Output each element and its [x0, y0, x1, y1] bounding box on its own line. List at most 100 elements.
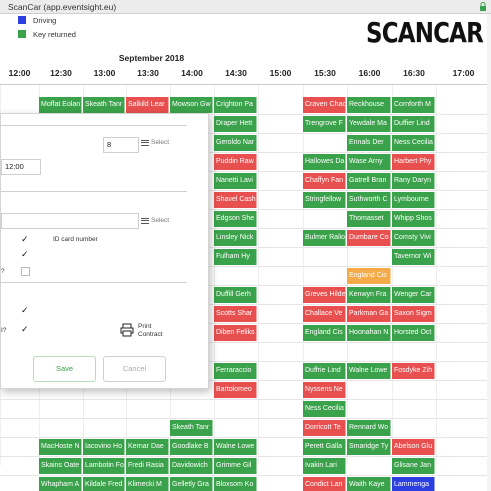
- booking-block[interactable]: Trengrove F: [303, 116, 346, 132]
- time-slot-label: 15:00: [269, 68, 292, 78]
- booking-block[interactable]: Iacovino Ho: [83, 439, 125, 455]
- booking-block[interactable]: Challace Ve: [303, 306, 346, 322]
- booking-block[interactable]: Yewdale Ma: [347, 116, 391, 132]
- booking-block[interactable]: Whipp Shos: [392, 211, 435, 227]
- booking-block[interactable]: Whapham A: [39, 477, 82, 491]
- booking-block[interactable]: Skeath Tanr: [170, 420, 213, 436]
- booking-block[interactable]: Klimecki M: [126, 477, 169, 491]
- booking-block[interactable]: Bulmer Ralio: [303, 230, 346, 246]
- booking-block[interactable]: Ivakin Lari: [303, 458, 346, 474]
- booking-block[interactable]: Kenwyn Fra: [347, 287, 391, 303]
- booking-block[interactable]: Rany Daryn: [392, 173, 435, 189]
- booking-block[interactable]: Gelletly Gra: [170, 477, 213, 491]
- booking-block[interactable]: Hoonahan N: [347, 325, 391, 341]
- booking-block[interactable]: Davidowich: [170, 458, 213, 474]
- booking-block[interactable]: Grimme Gil: [214, 458, 257, 474]
- booking-block[interactable]: Ennals Der: [347, 135, 391, 151]
- booking-block[interactable]: Wase Arny: [347, 154, 391, 170]
- select-button-1[interactable]: Select: [141, 139, 169, 146]
- booking-block[interactable]: Kernar Dae: [126, 439, 169, 455]
- booking-block[interactable]: Tavernor Wi: [392, 249, 435, 265]
- booking-block[interactable]: Diben Feliks: [214, 325, 257, 341]
- booking-block[interactable]: Skeath Tanr: [83, 97, 125, 113]
- booking-block[interactable]: Hallowes Da: [303, 154, 346, 170]
- booking-block[interactable]: Walne Lowe: [347, 363, 391, 379]
- booking-block[interactable]: Lymbourne: [392, 192, 435, 208]
- booking-block[interactable]: Crighton Pa: [214, 97, 257, 113]
- booking-block[interactable]: Craven Chac: [303, 97, 346, 113]
- booking-block[interactable]: Rennard Wo: [347, 420, 391, 436]
- booking-block[interactable]: Salkild Lear: [126, 97, 169, 113]
- legend-swatch: [18, 30, 26, 38]
- booking-block[interactable]: Saxon Sigm: [392, 306, 435, 322]
- booking-block[interactable]: Greves Hilde: [303, 287, 346, 303]
- booking-block[interactable]: Suthworth C: [347, 192, 391, 208]
- booking-block[interactable]: Fosdyke Zih: [392, 363, 435, 379]
- booking-block[interactable]: Dumbare Co: [347, 230, 391, 246]
- time-slot-label: 16:30: [403, 68, 425, 78]
- checkmark-icon[interactable]: ✓: [21, 234, 29, 244]
- booking-block[interactable]: Mowson Gw: [170, 97, 213, 113]
- booking-block[interactable]: Chaffyn Fan: [303, 173, 346, 189]
- printer-icon[interactable]: [120, 323, 134, 337]
- booking-block[interactable]: Abelson Glu: [392, 439, 435, 455]
- booking-block[interactable]: Shavel Cash: [214, 192, 257, 208]
- text-field[interactable]: [1, 213, 139, 229]
- time-field[interactable]: 12:00: [1, 159, 41, 175]
- booking-block[interactable]: Moffat Eolan: [39, 97, 82, 113]
- booking-block[interactable]: Edgson She: [214, 211, 257, 227]
- booking-block[interactable]: Fredi Rasia: [126, 458, 169, 474]
- booking-block[interactable]: Condict Lan: [303, 477, 346, 491]
- checkmark-icon[interactable]: ✓: [21, 305, 29, 315]
- booking-block[interactable]: Linsley Nick: [214, 230, 257, 246]
- booking-block[interactable]: Gatrell Bran: [347, 173, 391, 189]
- booking-block[interactable]: Duffrie Lind: [303, 363, 346, 379]
- number-field[interactable]: 8: [103, 137, 139, 153]
- booking-block[interactable]: Nyssens Ne: [303, 382, 346, 398]
- booking-block[interactable]: Perett Galla: [303, 439, 346, 455]
- booking-block[interactable]: Horsted Oct: [392, 325, 435, 341]
- scrollbar[interactable]: [487, 14, 491, 491]
- booking-block[interactable]: Skains Oate: [39, 458, 82, 474]
- booking-block[interactable]: Wenger Car: [392, 287, 435, 303]
- booking-block[interactable]: Reckhouse: [347, 97, 391, 113]
- booking-block[interactable]: Lammenga: [392, 477, 435, 491]
- booking-block[interactable]: Kildale Fred: [83, 477, 125, 491]
- booking-block[interactable]: Ness Cecilia: [392, 135, 435, 151]
- booking-block[interactable]: Cornforth M: [392, 97, 435, 113]
- booking-block[interactable]: Scotts Shar: [214, 306, 257, 322]
- checkmark-icon[interactable]: ✓: [21, 249, 29, 259]
- booking-block[interactable]: Waith Kaye: [347, 477, 391, 491]
- booking-block[interactable]: Goodlake B: [170, 439, 213, 455]
- booking-block[interactable]: Bloxsom Ko: [214, 477, 257, 491]
- booking-block[interactable]: Puddin Raw: [214, 154, 257, 170]
- booking-block[interactable]: Harbert Phy: [392, 154, 435, 170]
- booking-block[interactable]: Stringfellow: [303, 192, 346, 208]
- booking-block[interactable]: Dorricott Te: [303, 420, 346, 436]
- booking-block[interactable]: Glisane Jan: [392, 458, 435, 474]
- booking-block[interactable]: Draper Hett: [214, 116, 257, 132]
- booking-block[interactable]: Fulham Hy: [214, 249, 257, 265]
- booking-block[interactable]: Ferraraccio: [214, 363, 257, 379]
- checkmark-icon[interactable]: ✓: [21, 324, 29, 334]
- booking-block[interactable]: Ness Cecilia: [303, 401, 346, 417]
- save-button[interactable]: Save: [33, 356, 96, 382]
- booking-block[interactable]: Thomasset: [347, 211, 391, 227]
- booking-block[interactable]: England Cis: [347, 268, 391, 284]
- cancel-button[interactable]: Cancel: [103, 356, 166, 382]
- booking-block[interactable]: Duffill Gerh: [214, 287, 257, 303]
- booking-block[interactable]: England Cis: [303, 325, 346, 341]
- select-button-2[interactable]: Select: [141, 217, 169, 224]
- booking-block[interactable]: MacHoste N: [39, 439, 82, 455]
- booking-block[interactable]: Smaridge Ty: [347, 439, 391, 455]
- booking-block[interactable]: Nanetti Lavi: [214, 173, 257, 189]
- booking-block[interactable]: Comsty Vivi: [392, 230, 435, 246]
- booking-block[interactable]: Lambotin Fo: [83, 458, 125, 474]
- booking-block[interactable]: Bartolomeo: [214, 382, 257, 398]
- booking-block[interactable]: Walne Lowe: [214, 439, 257, 455]
- booking-block[interactable]: Duffier Lind: [392, 116, 435, 132]
- booking-block[interactable]: Geroldo Nar: [214, 135, 257, 151]
- checkbox[interactable]: [21, 267, 30, 276]
- print-contract-link[interactable]: Print Contract: [138, 323, 163, 339]
- booking-block[interactable]: Parkman Ga: [347, 306, 391, 322]
